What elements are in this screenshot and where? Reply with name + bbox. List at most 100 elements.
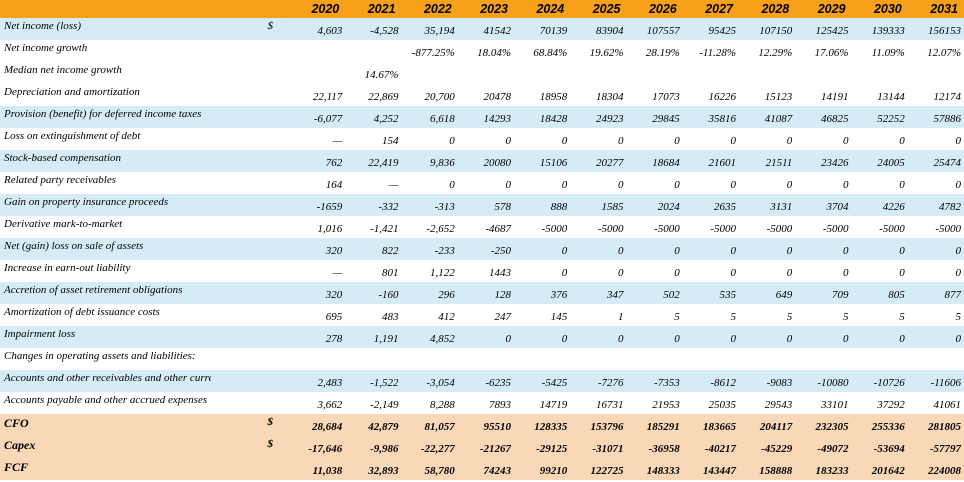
value-cell[interactable]: 0 <box>955 179 962 191</box>
value-cell[interactable]: 5 <box>899 311 905 323</box>
value-cell[interactable]: -877.25% <box>411 47 455 59</box>
value-cell[interactable]: -9083 <box>766 377 793 389</box>
value-cell[interactable]: 0 <box>561 267 568 279</box>
value-cell[interactable] <box>683 348 739 370</box>
value-cell[interactable]: 35816 <box>708 113 737 125</box>
value-cell[interactable]: -6,077 <box>313 113 343 125</box>
value-cell[interactable]: 20478 <box>483 91 512 103</box>
value-cell[interactable]: 3704 <box>826 201 849 213</box>
currency-cell[interactable] <box>211 106 289 128</box>
row-label-cell[interactable]: Net (gain) loss on sale of assets <box>4 240 144 252</box>
value-cell[interactable]: -5000 <box>541 223 568 235</box>
value-cell[interactable]: -5000 <box>766 223 793 235</box>
value-cell[interactable]: 24005 <box>877 157 905 169</box>
value-cell[interactable]: 145 <box>550 311 568 323</box>
year-header[interactable]: 2027 <box>705 2 733 16</box>
value-cell[interactable]: 16731 <box>596 399 624 411</box>
year-header[interactable]: 2022 <box>423 2 452 16</box>
value-cell[interactable]: 204117 <box>759 421 793 433</box>
value-cell[interactable]: 17073 <box>652 91 680 103</box>
value-cell[interactable]: 107150 <box>759 25 793 37</box>
year-header[interactable]: 2024 <box>536 2 565 16</box>
value-cell[interactable]: 535 <box>719 289 737 301</box>
value-cell[interactable]: 649 <box>775 289 793 301</box>
value-cell[interactable] <box>514 62 570 84</box>
value-cell[interactable]: 21511 <box>765 157 793 169</box>
year-header[interactable]: 2026 <box>648 2 677 16</box>
value-cell[interactable]: -7353 <box>654 377 680 389</box>
value-cell[interactable]: 0 <box>505 333 512 345</box>
value-cell[interactable]: -49072 <box>817 443 849 455</box>
currency-cell[interactable] <box>211 238 289 260</box>
value-cell[interactable]: 4,603 <box>317 25 343 37</box>
value-cell[interactable]: 0 <box>899 245 905 257</box>
value-cell[interactable]: 25035 <box>708 399 737 411</box>
value-cell[interactable]: 20277 <box>596 157 624 169</box>
value-cell[interactable]: -4,528 <box>370 25 399 37</box>
row-label-cell[interactable]: Gain on property insurance proceeds <box>4 196 169 208</box>
value-cell[interactable]: — <box>332 135 343 147</box>
value-cell[interactable]: 5 <box>955 311 962 323</box>
value-cell[interactable]: 877 <box>944 289 962 301</box>
currency-cell[interactable] <box>211 172 289 194</box>
value-cell[interactable]: 52252 <box>877 113 905 125</box>
value-cell[interactable]: 0 <box>786 179 793 191</box>
value-cell[interactable]: 5 <box>843 311 849 323</box>
value-cell[interactable]: 0 <box>674 135 680 147</box>
value-cell[interactable]: 153796 <box>590 421 624 433</box>
value-cell[interactable]: -9,986 <box>370 443 399 455</box>
value-cell[interactable]: 22,869 <box>368 91 399 103</box>
value-cell[interactable]: 22,419 <box>368 157 399 169</box>
row-label-cell[interactable]: Median net income growth <box>4 64 122 76</box>
value-cell[interactable]: 278 <box>325 333 343 345</box>
value-cell[interactable]: -21267 <box>479 443 511 455</box>
row-label-cell[interactable]: Net income growth <box>4 42 88 54</box>
value-cell[interactable]: 3131 <box>770 201 793 213</box>
row-label-cell[interactable]: Impairment loss <box>4 328 76 340</box>
value-cell[interactable]: 0 <box>674 179 680 191</box>
value-cell[interactable] <box>739 62 795 84</box>
value-cell[interactable]: 296 <box>438 289 455 301</box>
value-cell[interactable]: -6235 <box>485 377 511 389</box>
value-cell[interactable]: 224008 <box>928 465 961 477</box>
value-cell[interactable]: 3,662 <box>317 399 343 411</box>
currency-cell[interactable] <box>211 326 289 348</box>
value-cell[interactable] <box>852 348 908 370</box>
value-cell[interactable]: 154 <box>382 135 399 147</box>
value-cell[interactable]: 0 <box>843 333 849 345</box>
row-label-cell[interactable]: Related party receivables <box>4 174 116 186</box>
value-cell[interactable]: 0 <box>955 333 962 345</box>
value-cell[interactable]: — <box>388 179 399 191</box>
row-label-cell[interactable]: Accounts and other receivables and other… <box>4 372 211 384</box>
value-cell[interactable]: 0 <box>674 245 680 257</box>
value-cell[interactable]: 42,879 <box>368 421 399 433</box>
value-cell[interactable]: 41061 <box>933 399 962 411</box>
value-cell[interactable]: 801 <box>382 267 399 279</box>
value-cell[interactable]: 0 <box>899 267 905 279</box>
value-cell[interactable]: 347 <box>607 289 624 301</box>
value-cell[interactable]: 1,122 <box>430 267 455 279</box>
currency-cell[interactable] <box>211 62 289 84</box>
value-cell[interactable]: 0 <box>843 135 849 147</box>
value-cell[interactable]: 0 <box>449 179 455 191</box>
value-cell[interactable]: 5 <box>786 311 793 323</box>
value-cell[interactable]: 1585 <box>601 201 624 213</box>
value-cell[interactable]: 24923 <box>596 113 624 125</box>
value-cell[interactable]: 0 <box>955 267 962 279</box>
value-cell[interactable] <box>852 62 908 84</box>
value-cell[interactable]: 281805 <box>928 421 961 433</box>
row-label-cell[interactable]: Changes in operating assets and liabilit… <box>4 350 196 362</box>
value-cell[interactable]: 0 <box>674 333 680 345</box>
row-label-cell[interactable]: Loss on extinguishment of debt <box>4 130 141 142</box>
value-cell[interactable]: 18.04% <box>477 47 511 59</box>
value-cell[interactable]: 0 <box>786 267 793 279</box>
value-cell[interactable]: -5425 <box>541 377 568 389</box>
year-header[interactable]: 2023 <box>480 2 508 16</box>
value-cell[interactable]: 0 <box>843 179 849 191</box>
value-cell[interactable]: -233 <box>434 245 455 257</box>
value-cell[interactable]: 4782 <box>939 201 961 213</box>
value-cell[interactable]: 320 <box>325 245 343 257</box>
value-cell[interactable]: 0 <box>899 179 905 191</box>
value-cell[interactable]: 1 <box>618 311 624 323</box>
value-cell[interactable]: 578 <box>494 201 512 213</box>
